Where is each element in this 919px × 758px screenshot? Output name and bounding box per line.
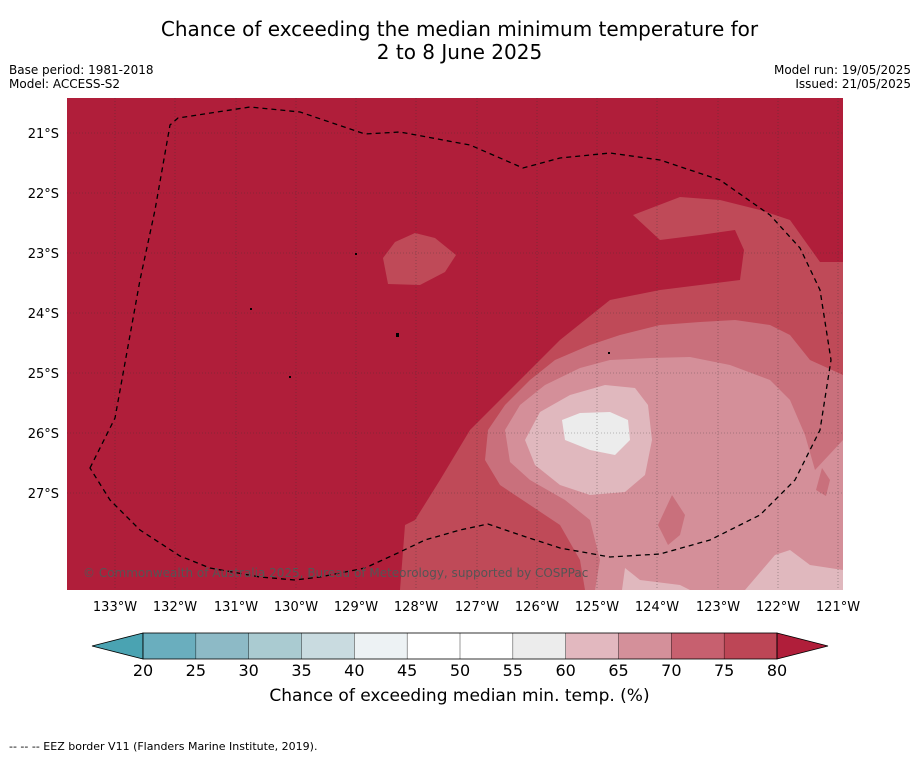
lat-label: 23°S (28, 247, 59, 262)
colorbar-cell (354, 633, 408, 659)
colorbar-tick-label: 30 (238, 661, 258, 680)
colorbar-tick-label: 50 (450, 661, 470, 680)
lat-label: 25°S (28, 367, 59, 382)
lon-label: 130°W (274, 600, 318, 615)
contour-70-edge (816, 468, 830, 496)
lat-label: 24°S (28, 307, 59, 322)
issued-date: Issued: 21/05/2025 (795, 77, 911, 91)
lon-label: 133°W (93, 600, 137, 615)
title-line-2: 2 to 8 June 2025 (376, 40, 543, 64)
colorbar-cell (143, 633, 197, 659)
lon-label: 122°W (756, 600, 800, 615)
colorbar-cell (512, 633, 567, 659)
model-name: Model: ACCESS-S2 (9, 77, 121, 91)
colorbar-tick-label: 40 (344, 661, 364, 680)
colorbar-high-extend (776, 632, 829, 660)
map-panel: © Commonwealth of Australia 2025, Bureau… (67, 98, 843, 590)
lat-label: 21°S (28, 127, 59, 142)
colorbar-cell (195, 633, 250, 659)
colorbar-cell (618, 633, 672, 659)
colorbar-cell (565, 633, 619, 659)
map-title: Chance of exceeding the median minimum t… (0, 18, 919, 64)
model-run: Model run: 19/05/2025 (773, 63, 911, 77)
colorbar-cell (724, 633, 778, 659)
lon-label: 121°W (816, 600, 860, 615)
contour-60-bottom (622, 568, 690, 590)
colorbar-tick-label: 45 (397, 661, 417, 680)
colorbar-tick-label: 80 (767, 661, 787, 680)
lat-label: 22°S (28, 187, 59, 202)
islands (250, 253, 610, 378)
colorbar-cell (671, 633, 725, 659)
colorbar-label: Chance of exceeding median min. temp. (%… (269, 686, 650, 706)
colorbar-tick-label: 55 (503, 661, 523, 680)
colorbar-tick-label: 35 (291, 661, 311, 680)
probability-map: © Commonwealth of Australia 2025, Bureau… (28, 98, 860, 680)
run-info: Model run: 19/05/2025 Issued: 21/05/2025 (774, 63, 911, 91)
copyright-text: © Commonwealth of Australia 2025, Bureau… (83, 566, 588, 580)
colorbar-tick-label: 65 (608, 661, 628, 680)
colorbar-cell (407, 633, 461, 659)
lat-labels: 21°S 22°S 23°S 24°S 25°S 26°S 27°S (28, 127, 59, 502)
lon-label: 127°W (455, 600, 499, 615)
colorbar-tick-label: 70 (661, 661, 681, 680)
base-info: Base period: 1981-2018 Model: ACCESS-S2 (9, 63, 154, 91)
colorbar-tick-label: 75 (714, 661, 734, 680)
contour-70-pocket (658, 495, 685, 545)
colorbar-cells (143, 633, 778, 659)
colorbar-low-extend (91, 632, 144, 660)
lon-label: 123°W (696, 600, 740, 615)
lon-label: 131°W (214, 600, 258, 615)
lon-label: 129°W (334, 600, 378, 615)
base-period: Base period: 1981-2018 (9, 63, 154, 77)
contour-55-core (562, 412, 630, 455)
lon-label: 132°W (153, 600, 197, 615)
colorbar-tick-label: 60 (555, 661, 575, 680)
lon-label: 124°W (635, 600, 679, 615)
colorbar-cell (248, 633, 302, 659)
lat-label: 26°S (28, 427, 59, 442)
eez-border (89, 106, 832, 581)
lat-label: 27°S (28, 487, 59, 502)
lon-label: 126°W (515, 600, 559, 615)
colorbar-cell (460, 633, 514, 659)
lon-label: 128°W (394, 600, 438, 615)
contour-75-island (383, 233, 456, 285)
contour-60-lower (745, 550, 843, 590)
colorbar-tick-label: 20 (133, 661, 153, 680)
colorbar: 20 25 30 35 40 45 50 55 60 65 70 75 80 (91, 632, 829, 680)
colorbar-ticks: 20 25 30 35 40 45 50 55 60 65 70 75 80 (133, 633, 787, 680)
eez-footnote: -- -- -- EEZ border V11 (Flanders Marine… (9, 740, 318, 753)
colorbar-tick-label: 25 (186, 661, 206, 680)
colorbar-cell (301, 633, 355, 659)
lon-label: 125°W (575, 600, 619, 615)
lon-labels: 133°W 132°W 131°W 130°W 129°W 128°W 127°… (93, 600, 860, 615)
title-line-1: Chance of exceeding the median minimum t… (160, 17, 759, 41)
